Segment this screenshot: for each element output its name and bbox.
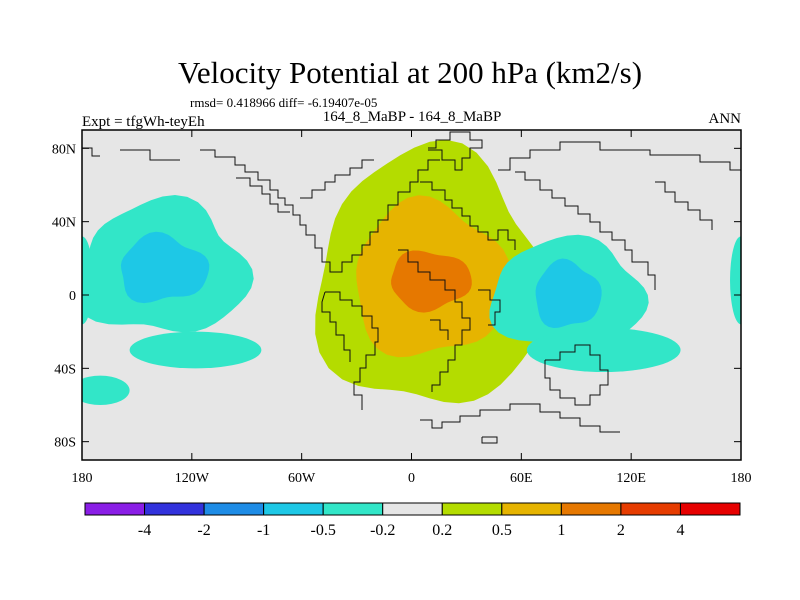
negative-lobe [82, 236, 93, 325]
experiment-label: Expt = tfgWh-teyEh [82, 114, 205, 130]
y-tick-label: 40N [52, 216, 76, 231]
negative-lobe [730, 236, 741, 325]
colorbar-swatch [203, 502, 265, 516]
negative-lobe [82, 375, 130, 405]
colorbar-label: -2 [197, 522, 210, 539]
colorbar-swatch [263, 502, 324, 516]
colorbar-label: -0.2 [370, 522, 395, 539]
y-tick-label: 40S [54, 362, 76, 377]
colorbar-label: -1 [257, 522, 270, 539]
colorbar-label: 4 [676, 522, 684, 539]
colorbar-swatch [84, 502, 146, 516]
colorbar-swatch [620, 502, 681, 516]
x-tick-label: 60W [288, 471, 316, 486]
case-label: 164_8_MaBP - 164_8_MaBP [323, 109, 502, 125]
colorbar-swatch [560, 502, 622, 516]
colorbar-swatch [322, 502, 384, 516]
season-label: ANN [709, 111, 742, 127]
x-tick-label: 120E [616, 471, 646, 486]
colorbar-swatch [382, 502, 443, 516]
x-tick-label: 60E [510, 471, 533, 486]
colorbar-swatch [679, 502, 741, 516]
y-tick-label: 80N [52, 142, 76, 157]
y-axis: 80N 40N 0 40S 80S [52, 142, 741, 451]
colorbar: -4 -2 -1 -0.5 -0.2 0.2 0.5 1 2 4 [84, 502, 741, 539]
x-tick-label: 180 [72, 471, 93, 486]
positive-blob-contour-1-2 [391, 250, 472, 313]
colorbar-label: 1 [557, 522, 565, 539]
negative-west-contour--1--0.5 [120, 231, 210, 304]
x-tick-label: 120W [175, 471, 210, 486]
coastlines [82, 131, 741, 444]
stats-label: rmsd= 0.418966 diff= -6.19407e-05 [190, 95, 377, 110]
chart-title: Velocity Potential at 200 hPa (km2/s) [178, 55, 642, 90]
colorbar-swatch [501, 502, 562, 516]
negative-lobe [526, 328, 681, 372]
y-tick-label: 0 [69, 289, 76, 304]
colorbar-label: 0.5 [492, 522, 512, 539]
colorbar-swatch [441, 502, 503, 516]
contour-field [82, 130, 741, 460]
colorbar-label: -0.5 [311, 522, 336, 539]
colorbar-label: -4 [138, 522, 151, 539]
x-tick-label: 180 [731, 471, 752, 486]
x-tick-label: 0 [408, 471, 415, 486]
negative-east-contour--1--0.5 [535, 258, 602, 328]
x-axis: 180 120W 60W 0 60E 120E 180 [72, 130, 752, 486]
colorbar-swatch [144, 502, 205, 516]
negative-lobe [129, 331, 262, 369]
colorbar-label: 2 [617, 522, 625, 539]
colorbar-label: 0.2 [432, 522, 452, 539]
y-tick-label: 80S [54, 436, 76, 451]
